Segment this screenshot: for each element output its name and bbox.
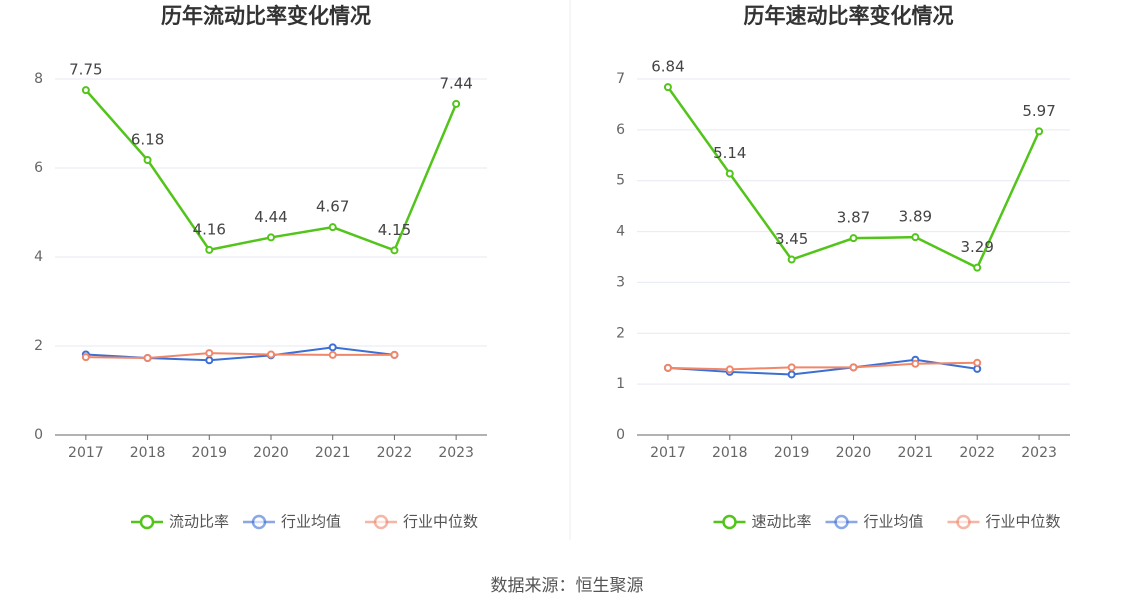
- source: 数据来源：恒生聚源: [491, 576, 644, 596]
- y-tick-label: 1: [616, 376, 625, 392]
- legend-label: 流动比率: [169, 513, 229, 531]
- point: [849, 234, 858, 243]
- point: [849, 363, 858, 372]
- data-label: 4.15: [378, 221, 411, 239]
- point: [973, 364, 982, 373]
- point: [143, 155, 152, 164]
- x-tick-label: 2023: [438, 445, 474, 461]
- x-tick-label: 2022: [959, 445, 995, 461]
- point: [267, 233, 275, 242]
- data-label: 3.45: [775, 230, 808, 248]
- legend-label: 行业均值: [864, 513, 924, 531]
- y-tick-label: 4: [616, 224, 625, 240]
- data-label: 3.29: [961, 238, 994, 256]
- point: [81, 86, 90, 95]
- x-tick-label: 2023: [1021, 445, 1057, 461]
- y-tick-label: 2: [616, 325, 625, 341]
- y-tick-label: 6: [34, 160, 43, 176]
- point: [328, 223, 337, 232]
- legend-marker: [251, 514, 267, 530]
- point: [787, 255, 796, 264]
- y-tick-label: 0: [616, 427, 625, 443]
- data-label: 6.84: [651, 58, 684, 76]
- data-label: 3.89: [899, 208, 932, 226]
- series-line: [667, 358, 978, 376]
- point: [663, 363, 672, 372]
- legend-label: 行业均值: [281, 513, 341, 531]
- data-label: 6.18: [131, 130, 164, 148]
- point: [663, 83, 672, 92]
- x-tick-label: 2020: [836, 445, 872, 461]
- chart-title: 历年流动比率变化情况: [161, 4, 371, 28]
- point: [205, 245, 214, 254]
- x-tick-label: 2022: [377, 445, 413, 461]
- point: [973, 358, 982, 367]
- y-tick-label: 8: [34, 71, 43, 87]
- legend-label: 速动比率: [752, 513, 812, 531]
- y-tick-label: 3: [616, 274, 625, 290]
- x-tick-label: 2018: [712, 445, 748, 461]
- x-tick-label: 2017: [650, 445, 686, 461]
- y-tick-label: 6: [616, 122, 625, 138]
- point: [973, 263, 982, 272]
- point: [390, 246, 399, 255]
- series-line: [85, 352, 395, 360]
- y-tick-label: 0: [34, 427, 43, 443]
- point: [205, 356, 214, 365]
- y-tick-label: 4: [34, 249, 43, 265]
- x-tick-label: 2018: [130, 445, 166, 461]
- y-tick-label: 2: [34, 338, 43, 354]
- point: [452, 99, 461, 108]
- point: [205, 349, 214, 358]
- x-tick-label: 2019: [191, 445, 227, 461]
- point: [911, 233, 920, 242]
- point: [390, 350, 399, 359]
- y-tick-label: 5: [616, 173, 625, 189]
- x-tick-label: 2020: [253, 445, 289, 461]
- data-label: 7.75: [69, 61, 102, 79]
- point: [328, 350, 337, 359]
- data-label: 7.44: [439, 74, 472, 92]
- data-label: 5.97: [1022, 102, 1055, 120]
- point: [81, 353, 90, 362]
- data-label: 5.14: [713, 144, 746, 162]
- data-label: 4.67: [316, 198, 349, 216]
- y-tick-label: 7: [616, 71, 625, 87]
- point: [725, 169, 734, 178]
- point: [1035, 127, 1044, 136]
- point: [143, 354, 152, 363]
- legend-marker: [373, 514, 389, 530]
- point: [911, 359, 920, 368]
- data-label: 4.16: [193, 220, 226, 238]
- point: [328, 343, 337, 352]
- chart-title: 历年速动比率变化情况: [744, 4, 954, 28]
- legend-marker: [956, 514, 971, 530]
- legend-marker: [722, 514, 737, 530]
- legend-marker: [139, 514, 155, 530]
- x-tick-label: 2019: [774, 445, 810, 461]
- legend-label: 行业中位数: [403, 513, 478, 531]
- data-label: 4.44: [254, 208, 287, 226]
- point: [725, 365, 734, 374]
- x-tick-label: 2021: [315, 445, 351, 461]
- data-label: 3.87: [837, 209, 870, 227]
- legend-label: 行业中位数: [986, 513, 1061, 531]
- legend-marker: [834, 514, 849, 530]
- x-tick-label: 2021: [898, 445, 934, 461]
- x-tick-label: 2017: [68, 445, 104, 461]
- point: [787, 370, 796, 379]
- series-line: [667, 361, 978, 371]
- point: [787, 363, 796, 372]
- point: [267, 350, 275, 359]
